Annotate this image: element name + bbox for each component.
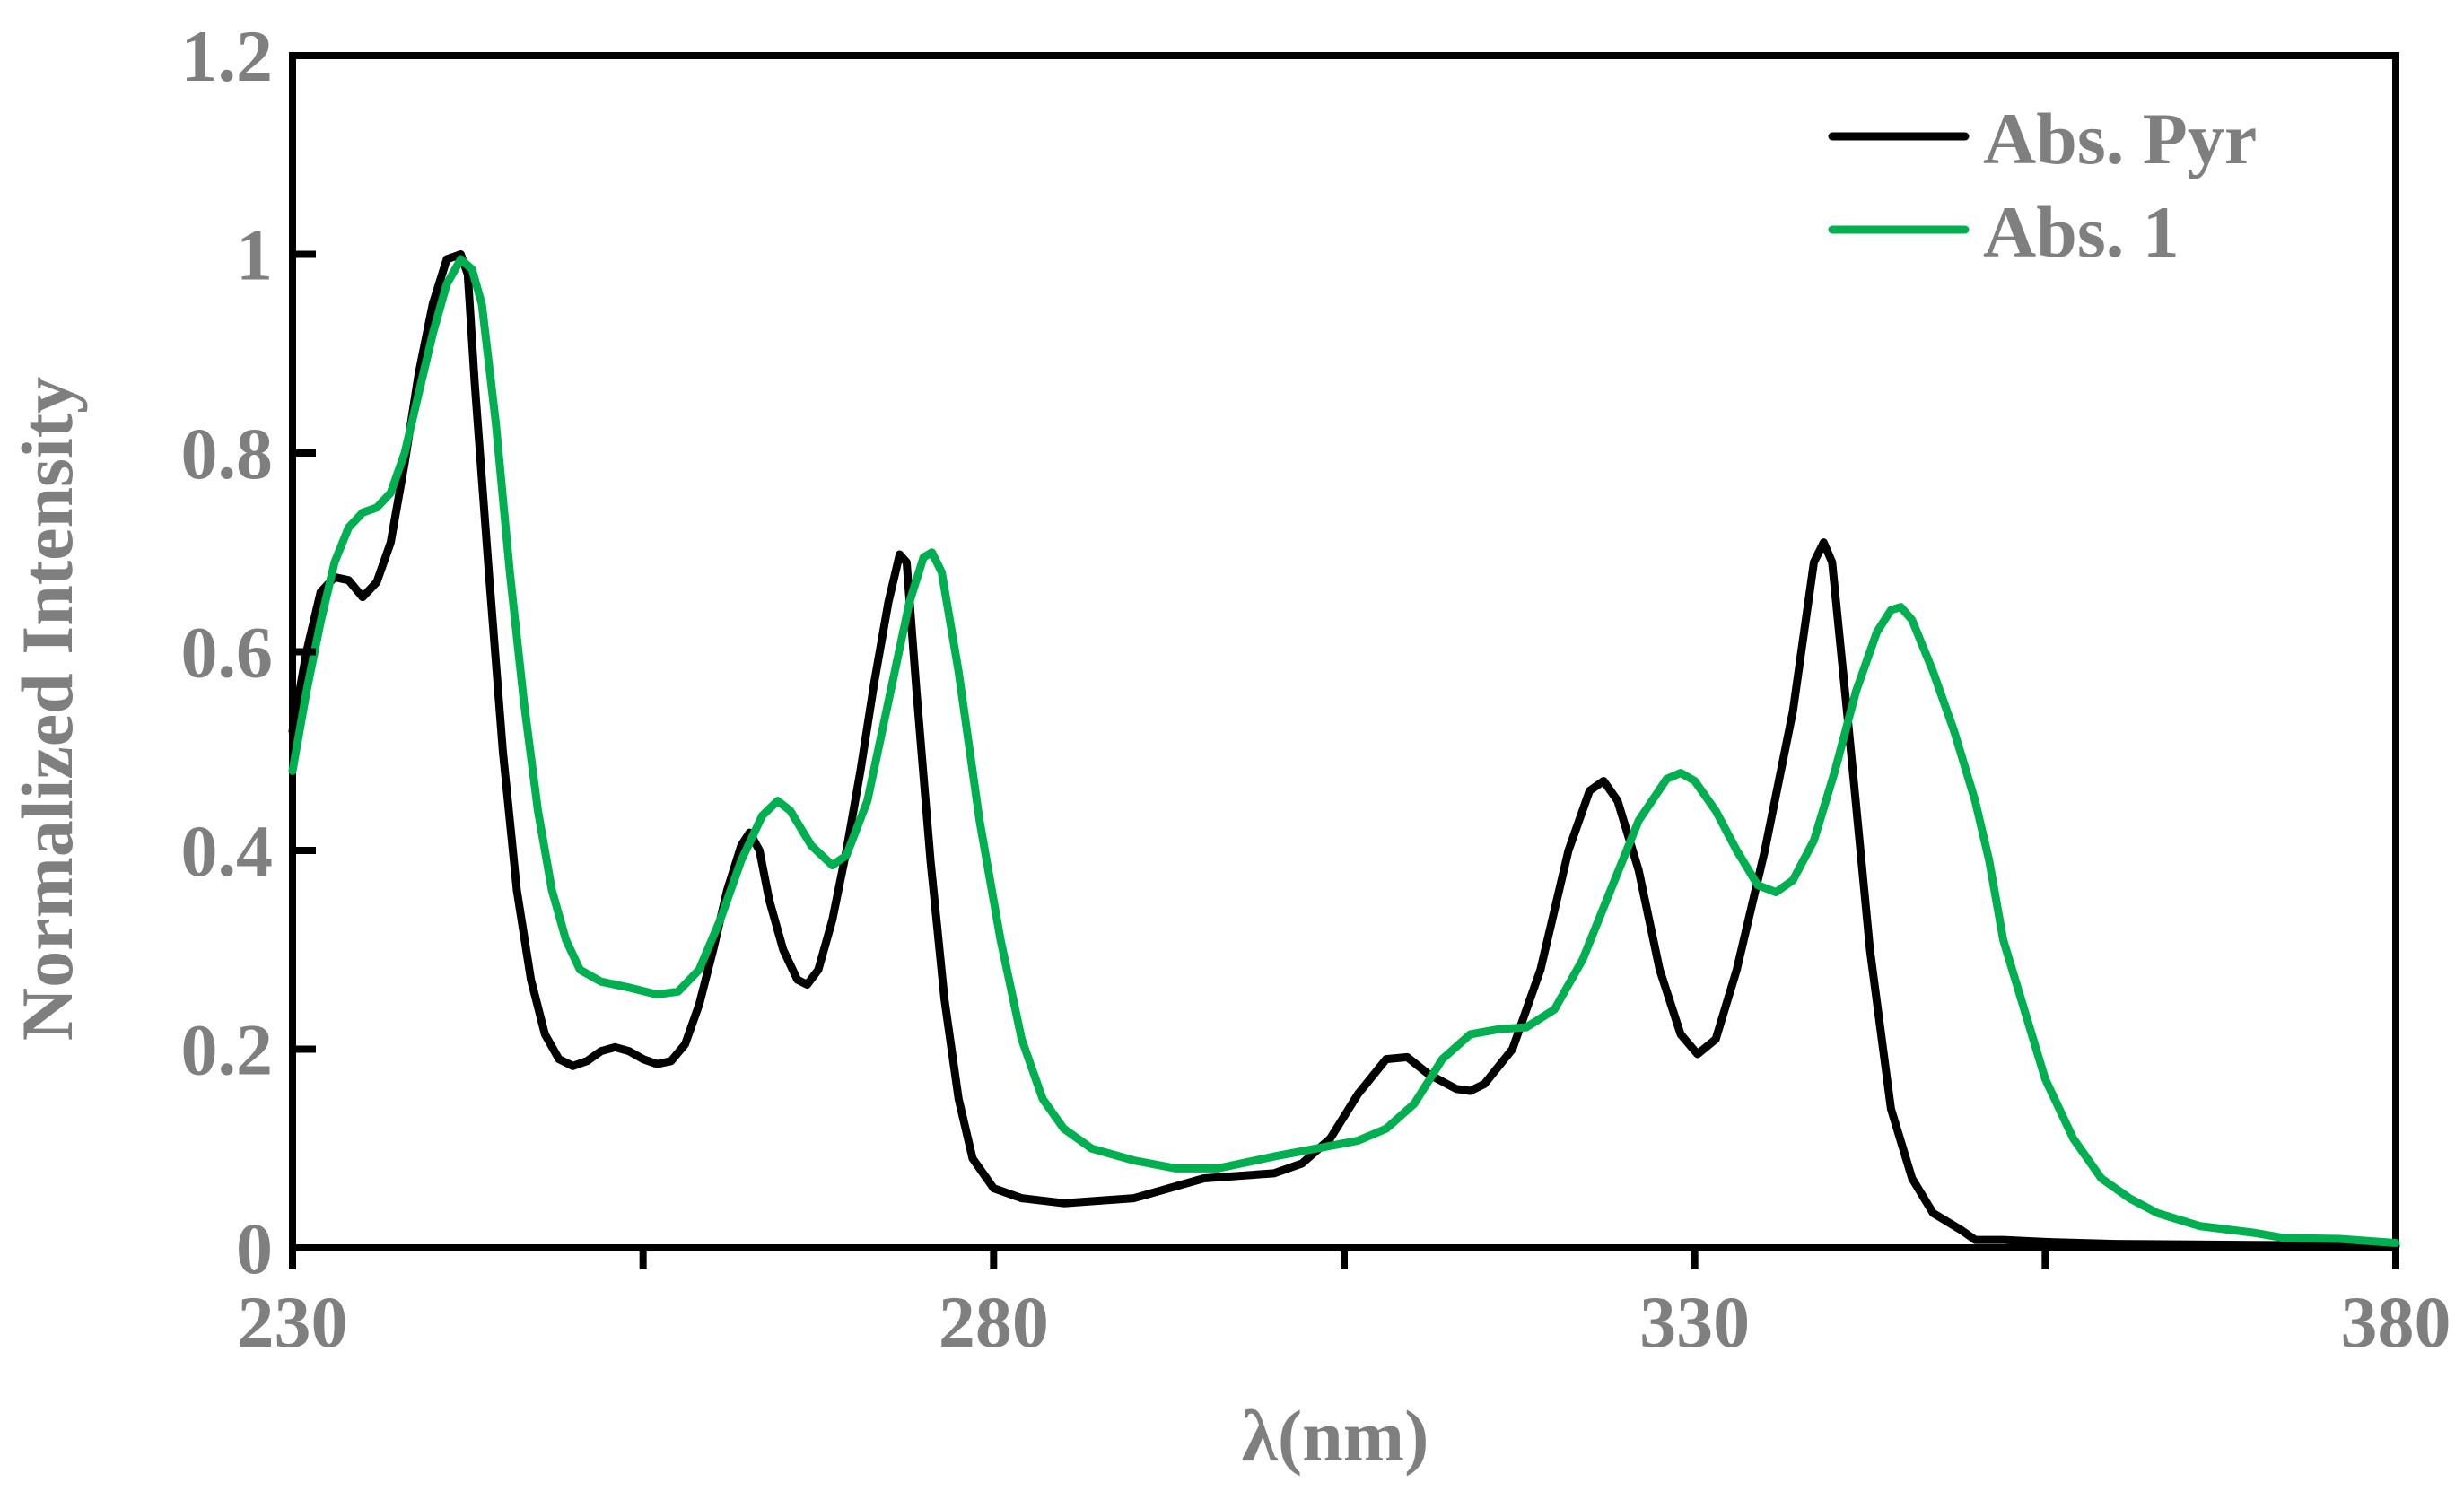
- y-tick-label: 0.4: [181, 810, 274, 892]
- axes: 0 0.2 0.4 0.6 0.8 1 1.2 230 280 330 380: [181, 15, 2451, 1363]
- legend: Abs. Pyr Abs. 1: [1828, 98, 2257, 273]
- y-axis-title: Normalized Intensity: [6, 377, 88, 1041]
- series-line-abs-1: [288, 255, 2400, 1247]
- y-tick-label: 1: [236, 214, 273, 296]
- y-tick-label: 0.8: [181, 413, 274, 494]
- series-line-abs-pyr: [288, 250, 2400, 1251]
- x-tick-label: 380: [2341, 1281, 2451, 1363]
- x-axis-title: λ(nm): [1242, 1395, 1429, 1477]
- y-tick-label: 1.2: [181, 15, 274, 97]
- y-tick-label: 0: [236, 1208, 273, 1289]
- legend-label-abs-pyr: Abs. Pyr: [1983, 98, 2257, 179]
- series-layer: [288, 250, 2400, 1251]
- legend-label-abs-1: Abs. 1: [1983, 191, 2180, 273]
- x-tick-label: 280: [939, 1281, 1049, 1363]
- x-tick-label: 330: [1639, 1281, 1750, 1363]
- x-tick-label: 230: [238, 1281, 348, 1363]
- y-tick-label: 0.2: [181, 1009, 274, 1091]
- y-tick-label: 0.6: [181, 612, 274, 693]
